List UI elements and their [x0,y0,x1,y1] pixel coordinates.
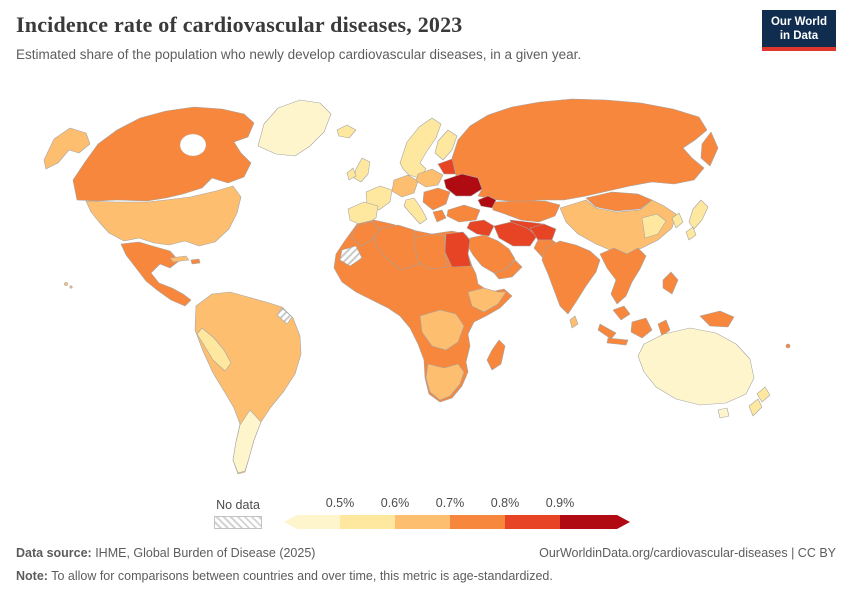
owid-logo-line2: in Data [779,30,819,42]
country-sri-lanka[interactable] [569,315,579,329]
country-egypt[interactable] [444,231,472,268]
country-korea[interactable] [671,212,684,229]
country-japan[interactable] [688,199,709,230]
country-alaska[interactable] [43,127,91,170]
owid-logo-line1: Our World [770,16,827,28]
country-southern-africa[interactable] [425,363,465,401]
country-horn-of-africa[interactable] [467,287,507,313]
country-greenland[interactable] [257,99,332,157]
legend-bin-under[interactable] [284,515,340,529]
owid-logo[interactable]: Our World in Data [761,10,836,51]
legend-bin-over[interactable] [560,515,630,529]
country-philippines[interactable] [662,271,679,295]
country-sulawesi[interactable] [657,319,671,337]
country-new-zealand-south[interactable] [748,398,763,417]
country-mongolia[interactable] [585,191,653,212]
country-malaysia[interactable] [612,305,631,321]
no-data-block: No data [214,498,262,529]
legend-tick: 0.8% [490,496,520,510]
chart-footer: Data source: IHME, Global Burden of Dise… [16,545,836,585]
country-afghanistan[interactable] [529,223,557,241]
country-fiji[interactable] [785,343,791,349]
legend-tick: 0.5% [325,496,355,510]
country-usa[interactable] [85,185,242,247]
country-balkans[interactable] [422,187,451,211]
country-french-guiana[interactable] [276,307,293,325]
no-data-swatch[interactable] [214,516,262,529]
country-uk[interactable] [353,157,371,183]
country-iraq-syria[interactable] [466,219,495,237]
map-legend: No data 0.5% 0.6% 0.7% 0.8% 0.9% [214,496,631,529]
data-source-label: Data source: [16,546,92,560]
country-russia-kamchatka[interactable] [700,131,719,167]
country-yemen-oman[interactable] [493,259,523,280]
country-iceland[interactable] [336,124,357,139]
world-map [43,98,791,475]
legend-tick: 0.9% [545,496,575,510]
hudson-bay [179,133,207,157]
country-hispaniola[interactable] [190,258,201,265]
country-sumatra[interactable] [597,323,617,340]
no-data-label: No data [216,498,260,512]
country-iberia[interactable] [347,201,379,227]
rights-link[interactable]: OurWorldinData.org/cardiovascular-diseas… [539,546,836,560]
country-java[interactable] [606,337,629,346]
country-cuba[interactable] [169,255,190,263]
country-italy[interactable] [403,197,428,225]
country-finland[interactable] [434,129,458,161]
country-hawaii[interactable] [69,285,73,289]
country-china[interactable] [559,199,677,255]
country-argentina-chile[interactable] [232,409,262,474]
chart-header: Incidence rate of cardiovascular disease… [16,10,836,62]
colorbar-block: 0.5% 0.6% 0.7% 0.8% 0.9% [283,496,631,529]
note-text: To allow for comparisons between countri… [47,568,553,583]
legend-bin-2[interactable] [395,515,450,529]
country-morocco[interactable] [350,220,381,247]
country-central-europe[interactable] [391,174,419,198]
country-kazakhstan[interactable] [491,200,561,223]
country-congo-basin[interactable] [419,309,465,351]
country-tasmania[interactable] [717,407,730,419]
country-madagascar[interactable] [486,339,506,371]
note: Note: To allow for comparisons between c… [16,568,836,585]
page-subtitle: Estimated share of the population who ne… [16,47,582,62]
country-norway-sweden[interactable] [399,117,442,179]
country-caucasus[interactable] [477,195,497,209]
country-ireland[interactable] [346,167,357,181]
country-peru[interactable] [196,327,232,372]
country-algeria[interactable] [374,224,420,271]
country-borneo[interactable] [630,317,653,339]
country-iran[interactable] [493,221,538,247]
legend-tick: 0.6% [380,496,410,510]
country-mexico[interactable] [120,241,192,307]
country-greece[interactable] [432,209,447,223]
data-source-text: IHME, Global Burden of Disease (2025) [91,546,316,560]
country-eastern-china[interactable] [641,213,667,239]
country-ukraine[interactable] [443,173,483,197]
legend-tick: 0.7% [435,496,465,510]
note-label: Note: [16,568,48,583]
country-new-guinea[interactable] [699,310,735,328]
data-source: Data source: IHME, Global Burden of Dise… [16,545,315,562]
country-se-asia-mainland[interactable] [599,247,647,305]
country-poland-baltics[interactable] [415,168,444,188]
country-russia[interactable] [451,98,708,203]
legend-bin-1[interactable] [340,515,395,529]
country-turkey[interactable] [446,204,481,223]
page-title: Incidence rate of cardiovascular disease… [16,12,463,37]
country-japan-south[interactable] [685,226,697,241]
country-india[interactable] [541,240,601,315]
country-western-sahara[interactable] [339,245,363,267]
country-new-zealand-north[interactable] [756,386,771,403]
legend-bin-3[interactable] [450,515,505,529]
legend-colorbar [284,515,630,529]
country-canada[interactable] [72,106,255,202]
country-hawaii[interactable] [64,282,68,286]
legend-bin-4[interactable] [505,515,560,529]
country-australia[interactable] [637,327,755,406]
